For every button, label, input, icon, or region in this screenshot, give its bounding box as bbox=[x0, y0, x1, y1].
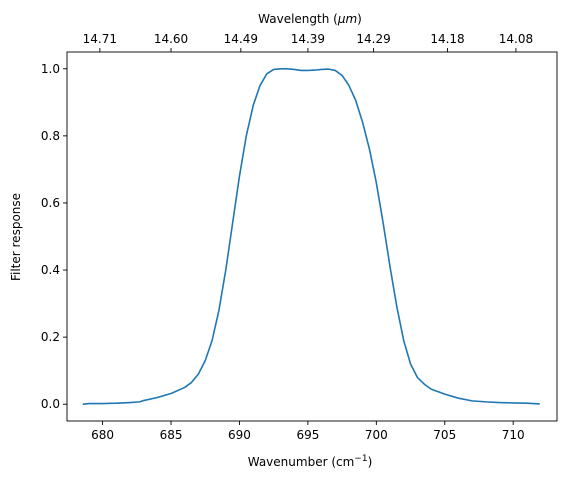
y-tick-label: 1.0 bbox=[41, 62, 60, 76]
top-x-tick-label: 14.18 bbox=[430, 32, 464, 46]
x-axis-label-end: ) bbox=[368, 455, 373, 469]
x-tick-label: 710 bbox=[502, 428, 525, 442]
y-axis-label: Filter response bbox=[9, 193, 23, 281]
x-tick-label: 695 bbox=[296, 428, 319, 442]
top-x-tick-label: 14.08 bbox=[499, 32, 533, 46]
top-x-axis-label-text: Wavelength ( bbox=[258, 12, 338, 26]
x-tick-label: 680 bbox=[91, 428, 114, 442]
top-x-tick-label: 14.29 bbox=[356, 32, 390, 46]
x-tick-label: 685 bbox=[160, 428, 183, 442]
y-tick-label: 0.2 bbox=[41, 330, 60, 344]
y-tick-label: 0.0 bbox=[41, 397, 60, 411]
y-tick-label: 0.4 bbox=[41, 263, 60, 277]
plot-frame bbox=[66, 51, 558, 422]
top-x-tick-label: 14.71 bbox=[83, 32, 117, 46]
x-axis-label-text: Wavenumber (cm bbox=[248, 455, 355, 469]
top-x-axis: 14.71 14.60 14.49 14.39 14.29 14.18 14.08 bbox=[83, 32, 533, 52]
top-x-tick-label: 14.60 bbox=[154, 32, 188, 46]
top-x-tick-label: 14.39 bbox=[291, 32, 325, 46]
top-x-axis-label-unit: μm bbox=[337, 12, 357, 26]
top-x-axis-label-end: ) bbox=[357, 12, 362, 26]
y-tick-label: 0.6 bbox=[41, 196, 60, 210]
y-axis: 0.0 0.2 0.4 0.6 0.8 1.0 bbox=[41, 62, 67, 411]
top-x-tick-label: 14.49 bbox=[224, 32, 258, 46]
x-axis-label-sup: −1 bbox=[354, 454, 367, 464]
x-tick-label: 700 bbox=[365, 428, 388, 442]
series-line bbox=[82, 67, 541, 406]
top-x-axis-label: Wavelength (μm) bbox=[258, 12, 362, 26]
x-tick-label: 690 bbox=[228, 428, 251, 442]
y-tick-label: 0.8 bbox=[41, 129, 60, 143]
plot-area bbox=[67, 52, 557, 421]
x-axis-label: Wavenumber (cm−1) bbox=[248, 454, 373, 469]
bottom-x-axis: 680 685 690 695 700 705 710 bbox=[91, 421, 525, 442]
x-tick-label: 705 bbox=[433, 428, 456, 442]
